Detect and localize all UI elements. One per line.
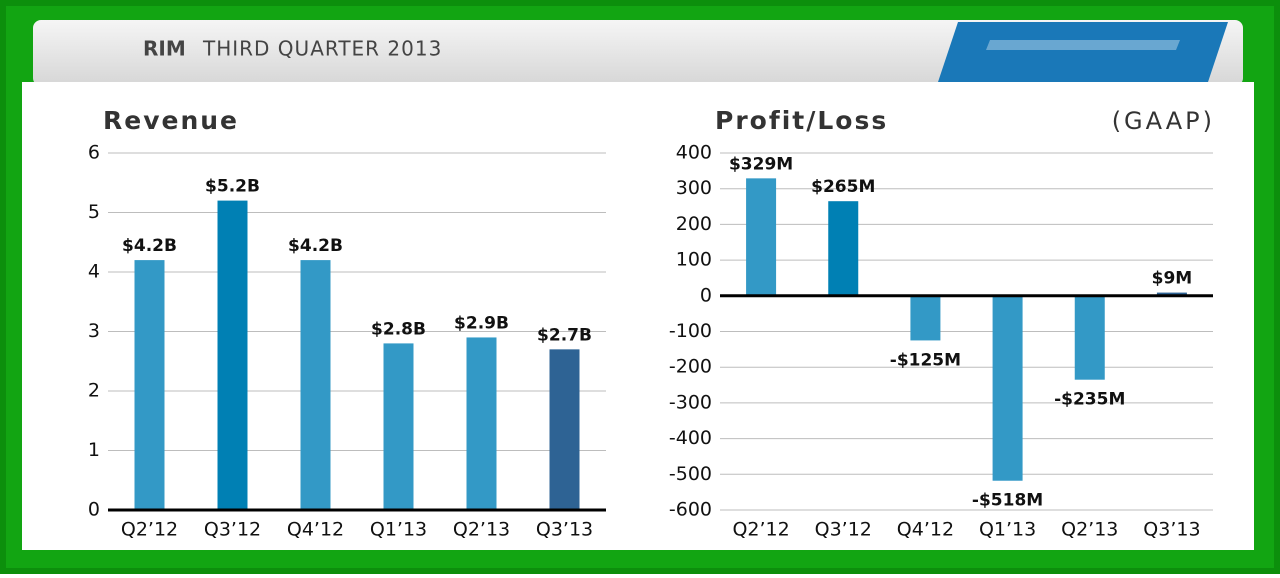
- value-label: $2.8B: [371, 319, 426, 339]
- y-tick-label: 5: [88, 201, 100, 223]
- y-tick-label: -200: [669, 356, 712, 378]
- value-label: $4.2B: [122, 236, 177, 256]
- value-label: -$518M: [972, 491, 1043, 511]
- bar: [992, 295, 1023, 481]
- y-tick-label: 4: [88, 261, 100, 283]
- y-tick-label: -600: [669, 499, 712, 521]
- x-tick-label: Q3’13: [536, 519, 593, 541]
- x-tick-label: Q3’12: [204, 519, 261, 541]
- y-tick-label: 0: [88, 499, 100, 521]
- x-tick-label: Q4’12: [287, 519, 344, 541]
- x-tick-label: Q4’12: [897, 519, 954, 541]
- value-label: $265M: [811, 177, 875, 197]
- header-title: THIRD QUARTER 2013: [202, 37, 442, 61]
- company: RIM: [143, 37, 186, 61]
- chart-title: Revenue: [103, 106, 239, 135]
- y-tick-label: -500: [669, 463, 712, 485]
- chart-subtitle: (GAAP): [1112, 107, 1215, 135]
- bar: [134, 260, 165, 510]
- value-label: $2.7B: [537, 325, 592, 345]
- bar: [383, 343, 414, 510]
- bar: [910, 295, 941, 341]
- value-label: -$125M: [890, 350, 961, 370]
- chart-panel: [22, 82, 1254, 550]
- y-tick-label: 6: [88, 142, 100, 164]
- y-tick-label: -300: [669, 391, 712, 413]
- x-tick-label: Q1’13: [979, 519, 1036, 541]
- chart-title: Profit/Loss: [715, 106, 888, 135]
- y-tick-label: 400: [676, 142, 712, 164]
- x-tick-label: Q3’13: [1143, 519, 1200, 541]
- y-tick-label: 1: [88, 439, 100, 461]
- x-tick-label: Q2’13: [1061, 519, 1118, 541]
- logo-stripe: [986, 40, 1180, 50]
- y-tick-label: -400: [669, 427, 712, 449]
- bar: [746, 178, 777, 296]
- x-tick-label: Q2’12: [732, 519, 789, 541]
- x-tick-label: Q2’12: [121, 519, 178, 541]
- bar: [300, 260, 331, 510]
- bar: [1074, 295, 1105, 380]
- header-panel: [33, 20, 1243, 86]
- x-tick-label: Q2’13: [453, 519, 510, 541]
- value-label: $4.2B: [288, 236, 343, 256]
- bar: [828, 201, 859, 296]
- bar: [466, 337, 497, 510]
- y-tick-label: 0: [700, 284, 712, 306]
- value-label: -$235M: [1054, 390, 1125, 410]
- value-label: $2.9B: [454, 313, 509, 333]
- y-tick-label: 200: [676, 213, 712, 235]
- y-tick-label: 100: [676, 249, 712, 271]
- x-tick-label: Q1’13: [370, 519, 427, 541]
- logo: [938, 22, 1228, 82]
- y-tick-label: 3: [88, 320, 100, 342]
- y-tick-label: 2: [88, 380, 100, 402]
- value-label: $5.2B: [205, 177, 260, 197]
- y-tick-label: -100: [669, 320, 712, 342]
- bar: [1156, 292, 1187, 296]
- value-label: $9M: [1152, 269, 1193, 289]
- bar: [549, 349, 580, 510]
- x-tick-label: Q3’12: [815, 519, 872, 541]
- bar: [217, 200, 248, 510]
- value-label: $329M: [729, 154, 793, 174]
- y-tick-label: 300: [676, 177, 712, 199]
